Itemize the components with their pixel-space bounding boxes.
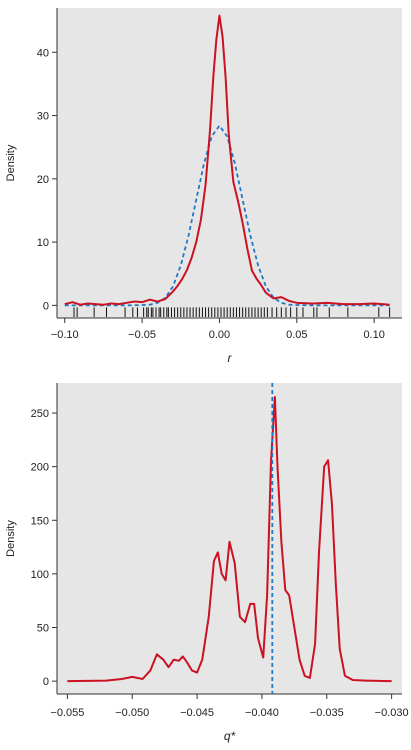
density-chart-q-star: 0 50 100 150 200 250 −0.055 −0.050 −0.045 −0.040 −… <box>5 383 409 743</box>
y-axis-title: Density <box>5 144 17 181</box>
x-tick-label: −0.040 <box>245 707 279 719</box>
x-tick-label: −0.055 <box>50 707 84 719</box>
x-tick-label: 0.00 <box>209 329 230 341</box>
x-tick-label: 0.05 <box>286 329 307 341</box>
y-axis-title: Density <box>5 520 17 557</box>
y-tick-label: 20 <box>37 174 49 186</box>
y-tick-label: 100 <box>31 569 49 581</box>
plot-background <box>57 8 402 318</box>
x-tick-label: 0.10 <box>363 329 384 341</box>
x-tick-label: −0.030 <box>375 707 409 719</box>
x-tick-label: −0.045 <box>180 707 214 719</box>
y-tick-label: 30 <box>37 111 49 123</box>
y-tick-label: 10 <box>37 237 49 249</box>
normal-density-line <box>64 124 390 307</box>
y-tick-label: 250 <box>31 408 49 420</box>
y-tick-label: 50 <box>37 623 49 635</box>
y-tick-label: 200 <box>31 462 49 474</box>
kernel-density-line <box>64 14 390 306</box>
x-tick-label: −0.05 <box>128 329 156 341</box>
y-tick-label: 150 <box>31 515 49 527</box>
y-tick-label: 0 <box>43 300 49 312</box>
density-chart-r: 0 10 20 30 40 −0.10 −0.05 0.00 0.05 0.10 r Density <box>5 8 402 365</box>
kernel-density-line <box>67 395 392 683</box>
plot-background <box>57 383 402 694</box>
x-axis-title: r <box>228 351 233 365</box>
y-tick-label: 40 <box>37 47 49 59</box>
x-tick-label: −0.035 <box>310 707 344 719</box>
x-tick-label: −0.050 <box>115 707 149 719</box>
x-tick-label: −0.10 <box>51 329 79 341</box>
y-tick-label: 0 <box>43 676 49 688</box>
x-axis-title: q* <box>224 729 236 743</box>
